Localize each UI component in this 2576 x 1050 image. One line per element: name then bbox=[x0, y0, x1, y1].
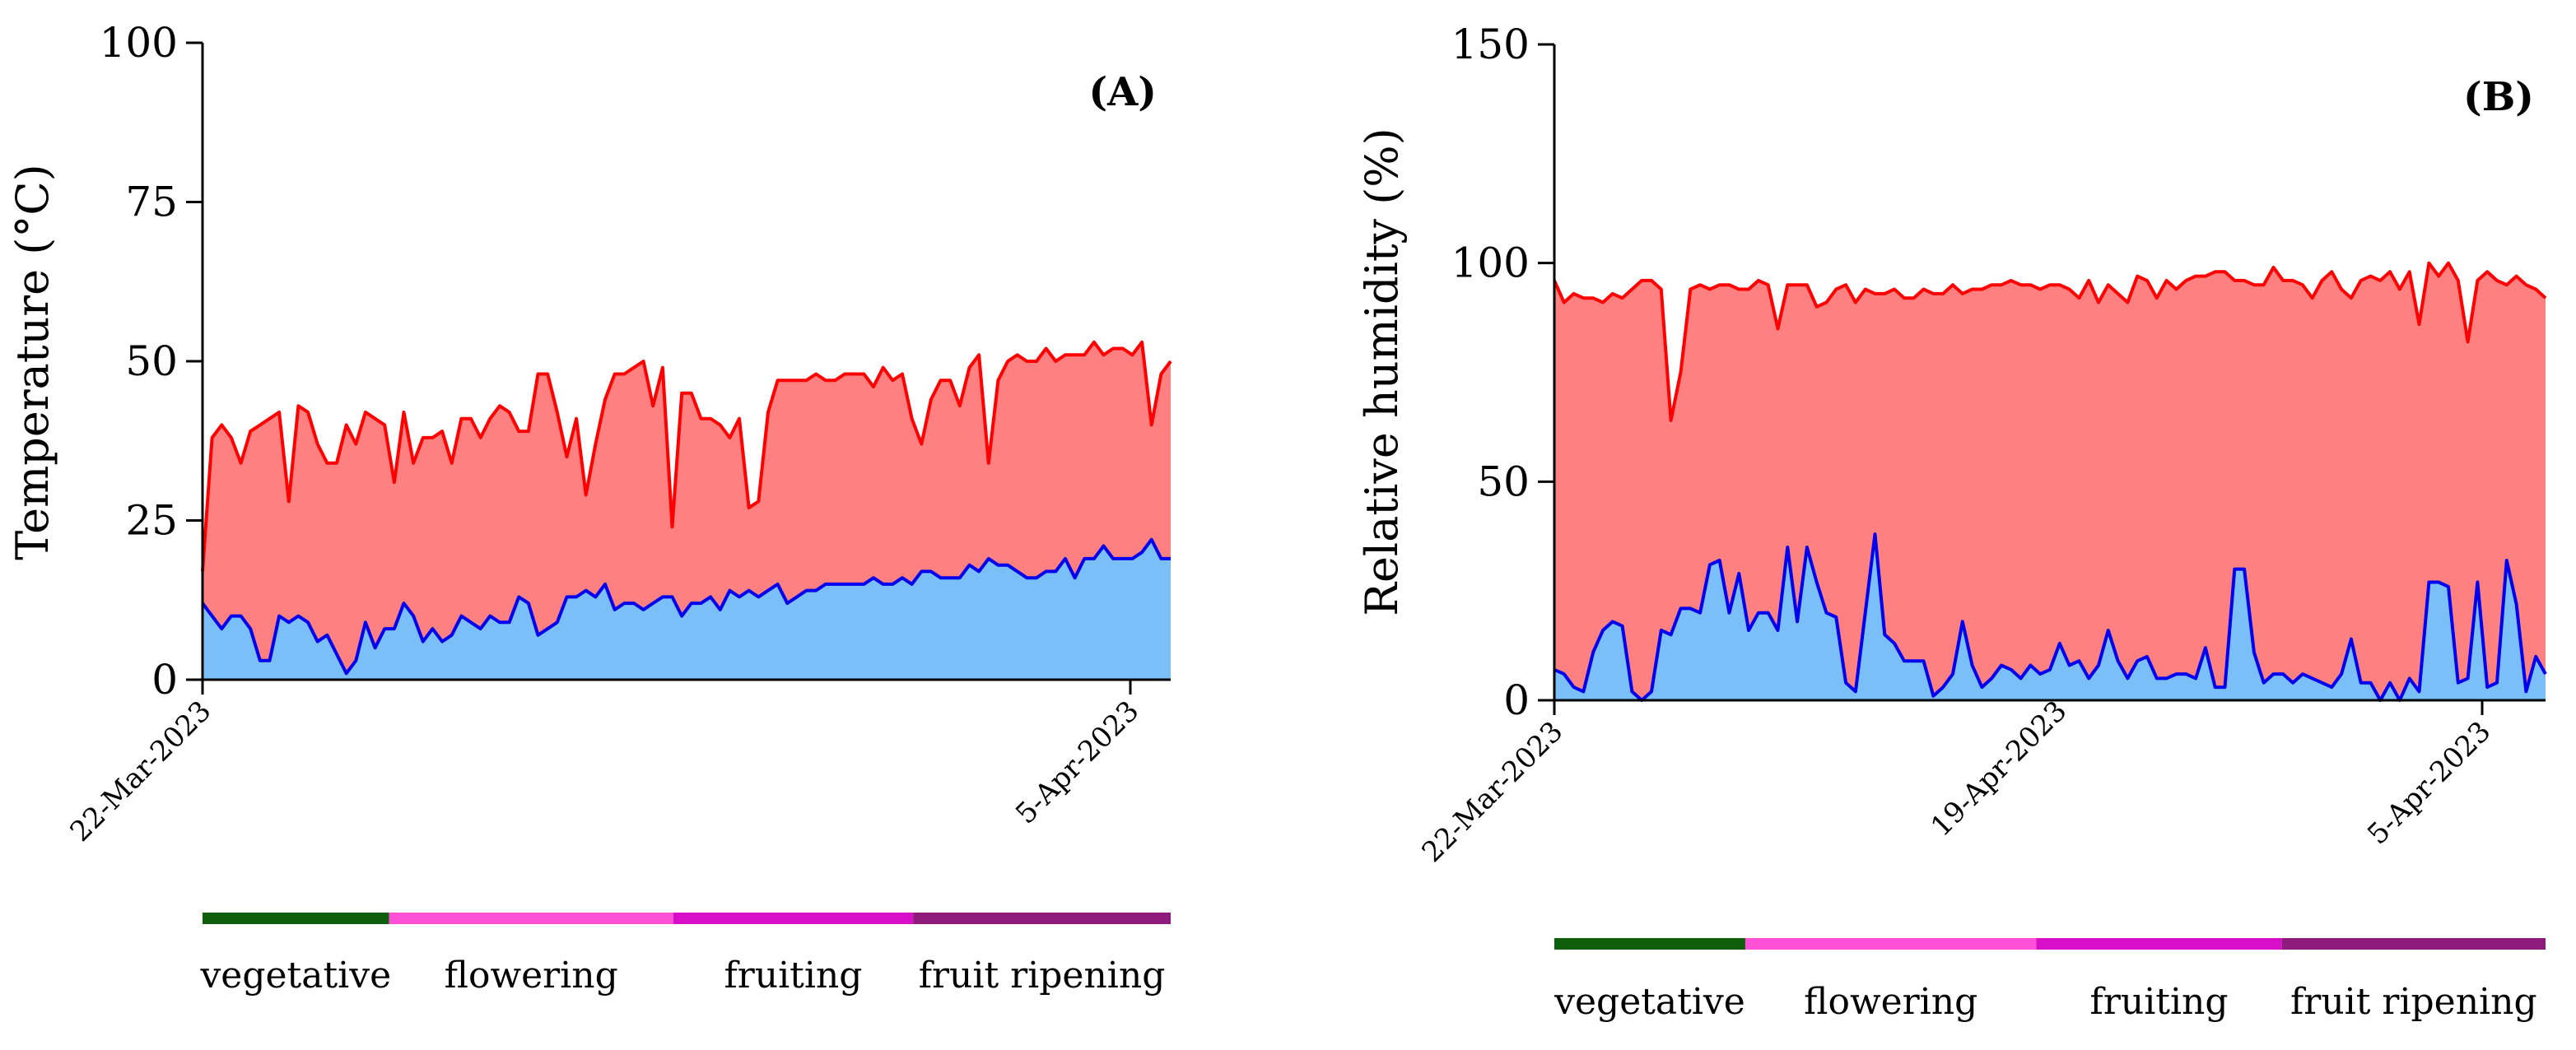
y-tick-label: 150 bbox=[1451, 21, 1530, 68]
panel-a-y-axis-label: Temperature (°C) bbox=[7, 164, 58, 560]
panel-a-min-line bbox=[201, 537, 1171, 676]
phase-label-fruiting: fruiting bbox=[724, 955, 862, 997]
x-tick-label: 5-Apr-2023 bbox=[2361, 715, 2497, 851]
y-tick-label: 25 bbox=[125, 497, 178, 545]
panel-a-x-ticks: 22-Mar-20235-Apr-202319-Apr-20233-May-20… bbox=[64, 680, 2074, 848]
x-tick-label: 19-Apr-2023 bbox=[1925, 695, 2074, 843]
phase-label-flowering: flowering bbox=[1804, 981, 1977, 1023]
phase-label-fruit-ripening: fruit ripening bbox=[919, 955, 1166, 997]
panel-b-y-ticks: 0 50 100 150 bbox=[1451, 21, 1554, 724]
phase-bar-vegetative bbox=[1554, 938, 1745, 950]
panel-b-phase-bars bbox=[1554, 938, 2546, 950]
panel-a-label: (A) bbox=[1088, 69, 1157, 115]
phase-bar-fruiting bbox=[673, 913, 914, 924]
y-tick-label: 75 bbox=[125, 179, 178, 226]
panel-b-humidity-chart: 0 50 100 150 22-Mar-2023 5-Apr-2023 19-Apr-20… bbox=[1356, 21, 2547, 1023]
phase-bar-flowering bbox=[1745, 938, 2037, 950]
phase-label-vegetative: vegetative bbox=[1554, 981, 1745, 1023]
phase-label-fruit-ripening: fruit ripening bbox=[2290, 981, 2537, 1023]
y-tick-label: 0 bbox=[1503, 676, 1530, 724]
phase-bar-fruiting bbox=[2036, 938, 2282, 950]
x-tick-label: 22-Mar-2023 bbox=[64, 695, 218, 848]
x-tick-label: 22-Mar-2023 bbox=[1416, 715, 1570, 869]
x-tick-label: 5-Apr-2023 bbox=[1009, 695, 1145, 830]
phase-label-flowering: flowering bbox=[445, 955, 618, 997]
panel-b-phase-labels: vegetative flowering fruiting fruit ripe… bbox=[1554, 981, 2537, 1023]
panel-b-y-axis-label: Relative humidity (%) bbox=[1356, 128, 1408, 616]
phase-label-fruiting: fruiting bbox=[2090, 981, 2229, 1023]
panel-b-min-area bbox=[1554, 534, 2546, 700]
y-tick-label: 100 bbox=[1451, 239, 1530, 287]
phase-bar-fruit-ripening bbox=[913, 913, 1171, 924]
y-tick-label: 100 bbox=[100, 19, 178, 67]
phase-bar-fruit-ripening bbox=[2281, 938, 2546, 950]
panel-a-y-ticks: 0 25 50 75 100 bbox=[100, 19, 203, 704]
panel-a-max-line bbox=[201, 340, 1172, 572]
y-tick-label: 50 bbox=[125, 337, 178, 385]
y-tick-label: 0 bbox=[151, 656, 178, 704]
panel-a-phase-labels: vegetative flowering fruiting fruit ripe… bbox=[199, 955, 1165, 997]
y-tick-label: 50 bbox=[1477, 458, 1530, 505]
panel-b-max-line bbox=[1553, 261, 2547, 422]
panel-a-phase-bars bbox=[203, 913, 1171, 924]
phase-label-vegetative: vegetative bbox=[199, 955, 391, 997]
phase-bar-flowering bbox=[389, 913, 673, 924]
phase-bar-vegetative bbox=[203, 913, 389, 924]
panel-b-label: (B) bbox=[2463, 74, 2534, 120]
